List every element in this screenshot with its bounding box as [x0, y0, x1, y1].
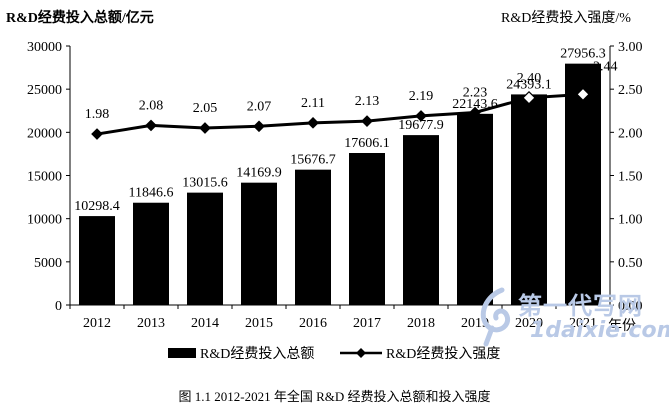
left-tick-label: 10000: [27, 213, 62, 228]
x-tick-label: 2016: [299, 316, 327, 331]
right-tick-label: 2.50: [618, 83, 643, 98]
bar: [79, 216, 115, 305]
right-axis-title: R&D经费投入强度/%: [501, 10, 631, 26]
bar-series: 10298.4 11846.6 13015.6 14169.9 15676.7 17606…: [74, 47, 606, 305]
combo-chart: R&D经费投入总额/亿元 R&D经费投入强度/% 0 5000 10000 15000…: [6, 9, 643, 362]
watermark-url: 1daixie.com: [530, 318, 669, 343]
x-tick-label: 2013: [137, 316, 165, 331]
line-point-marker: [415, 110, 427, 122]
line-value-label: 2.44: [593, 59, 618, 74]
bar: [511, 94, 547, 305]
bar-value-label: 10298.4: [74, 199, 120, 214]
right-tick-label: 3.00: [618, 40, 643, 55]
x-axis-unit: 年份: [608, 318, 636, 334]
line-point-marker: [145, 119, 157, 132]
right-axis: 0.00 0.50 1.00 1.50 2.00 2.50 3.00: [610, 40, 643, 314]
right-tick-label: 1.00: [618, 213, 643, 228]
x-tick-label: 2012: [83, 316, 111, 331]
line-series: 1.98 2.08 2.05 2.07 2.11 2.13 2.19 2.23 2.40 2.44: [85, 59, 618, 140]
bar: [241, 182, 277, 305]
right-tick-label: 0.50: [618, 256, 643, 271]
legend-line-marker: [356, 348, 366, 358]
line-point-marker: [522, 90, 536, 105]
legend-bar-label: R&D经费投入总额: [200, 346, 314, 362]
watermark: 第一代写网 1daixie.com: [470, 282, 669, 352]
bar: [403, 135, 439, 305]
line-value-label: 2.23: [463, 85, 488, 100]
line-point-marker: [469, 106, 481, 119]
line-value-label: 2.13: [355, 94, 380, 109]
left-tick-label: 25000: [27, 83, 62, 98]
bar: [133, 202, 169, 305]
right-tick-label: 2.00: [618, 126, 643, 141]
line-point-marker: [91, 128, 103, 140]
line-point-marker: [307, 116, 319, 129]
line-value-label: 2.05: [193, 101, 218, 116]
left-axis: 0 5000 10000 15000 20000 25000 30000: [27, 40, 70, 314]
right-tick-label: 0.00: [618, 299, 643, 314]
line-point-marker: [576, 87, 590, 102]
figure-caption: 图 1.1 2012-2021 年全国 R&D 经费投入总额和投入强度: [178, 389, 491, 404]
x-tick-label: 2018: [407, 316, 435, 331]
x-tick-label: 2021: [569, 316, 597, 331]
line-value-label: 1.98: [85, 107, 110, 122]
left-tick-label: 20000: [27, 126, 62, 141]
line-value-label: 2.40: [517, 71, 542, 86]
bar: [565, 63, 601, 305]
bar-value-label: 15676.7: [290, 153, 336, 168]
left-axis-title: R&D经费投入总额/亿元: [6, 9, 154, 26]
bar-value-label: 27956.3: [560, 47, 606, 62]
line-value-label: 2.07: [247, 99, 272, 114]
x-axis: 2012 2013 2014 2015 2016 2017 2018 2019 2020 2021: [69, 305, 597, 331]
bar-value-label: 14169.9: [236, 166, 282, 181]
left-tick-label: 15000: [27, 170, 62, 185]
line-point-marker: [361, 115, 373, 127]
line-value-label: 2.11: [301, 96, 325, 111]
bar-value-label: 24393.1: [506, 77, 552, 92]
legend: R&D经费投入总额 R&D经费投入强度: [168, 346, 500, 362]
right-tick-label: 1.50: [618, 170, 643, 185]
bar: [457, 113, 493, 305]
x-tick-label: 2015: [245, 316, 273, 331]
legend-line-label: R&D经费投入强度: [386, 346, 500, 362]
watermark-logo-icon: [480, 287, 510, 347]
bar: [295, 169, 331, 305]
bar-value-label: 19677.9: [398, 118, 444, 133]
intensity-line: [96, 92, 584, 136]
bar-value-label: 17606.1: [344, 136, 390, 151]
x-tick-label: 2020: [515, 316, 543, 331]
left-tick-label: 30000: [27, 40, 62, 55]
legend-bar-swatch: [168, 348, 196, 358]
x-tick-label: 2014: [191, 316, 219, 331]
bar: [349, 153, 385, 305]
bar: [187, 192, 223, 305]
bar-value-label: 13015.6: [182, 176, 228, 191]
line-point-marker: [199, 122, 211, 134]
line-value-label: 2.08: [139, 98, 164, 113]
line-point-marker: [253, 120, 265, 133]
bar-value-label: 11846.6: [129, 186, 174, 201]
left-tick-label: 5000: [34, 256, 62, 271]
line-value-label: 2.19: [409, 89, 434, 104]
x-tick-label: 2017: [353, 316, 381, 331]
watermark-text: 第一代写网: [518, 292, 643, 320]
left-tick-label: 0: [55, 299, 62, 314]
